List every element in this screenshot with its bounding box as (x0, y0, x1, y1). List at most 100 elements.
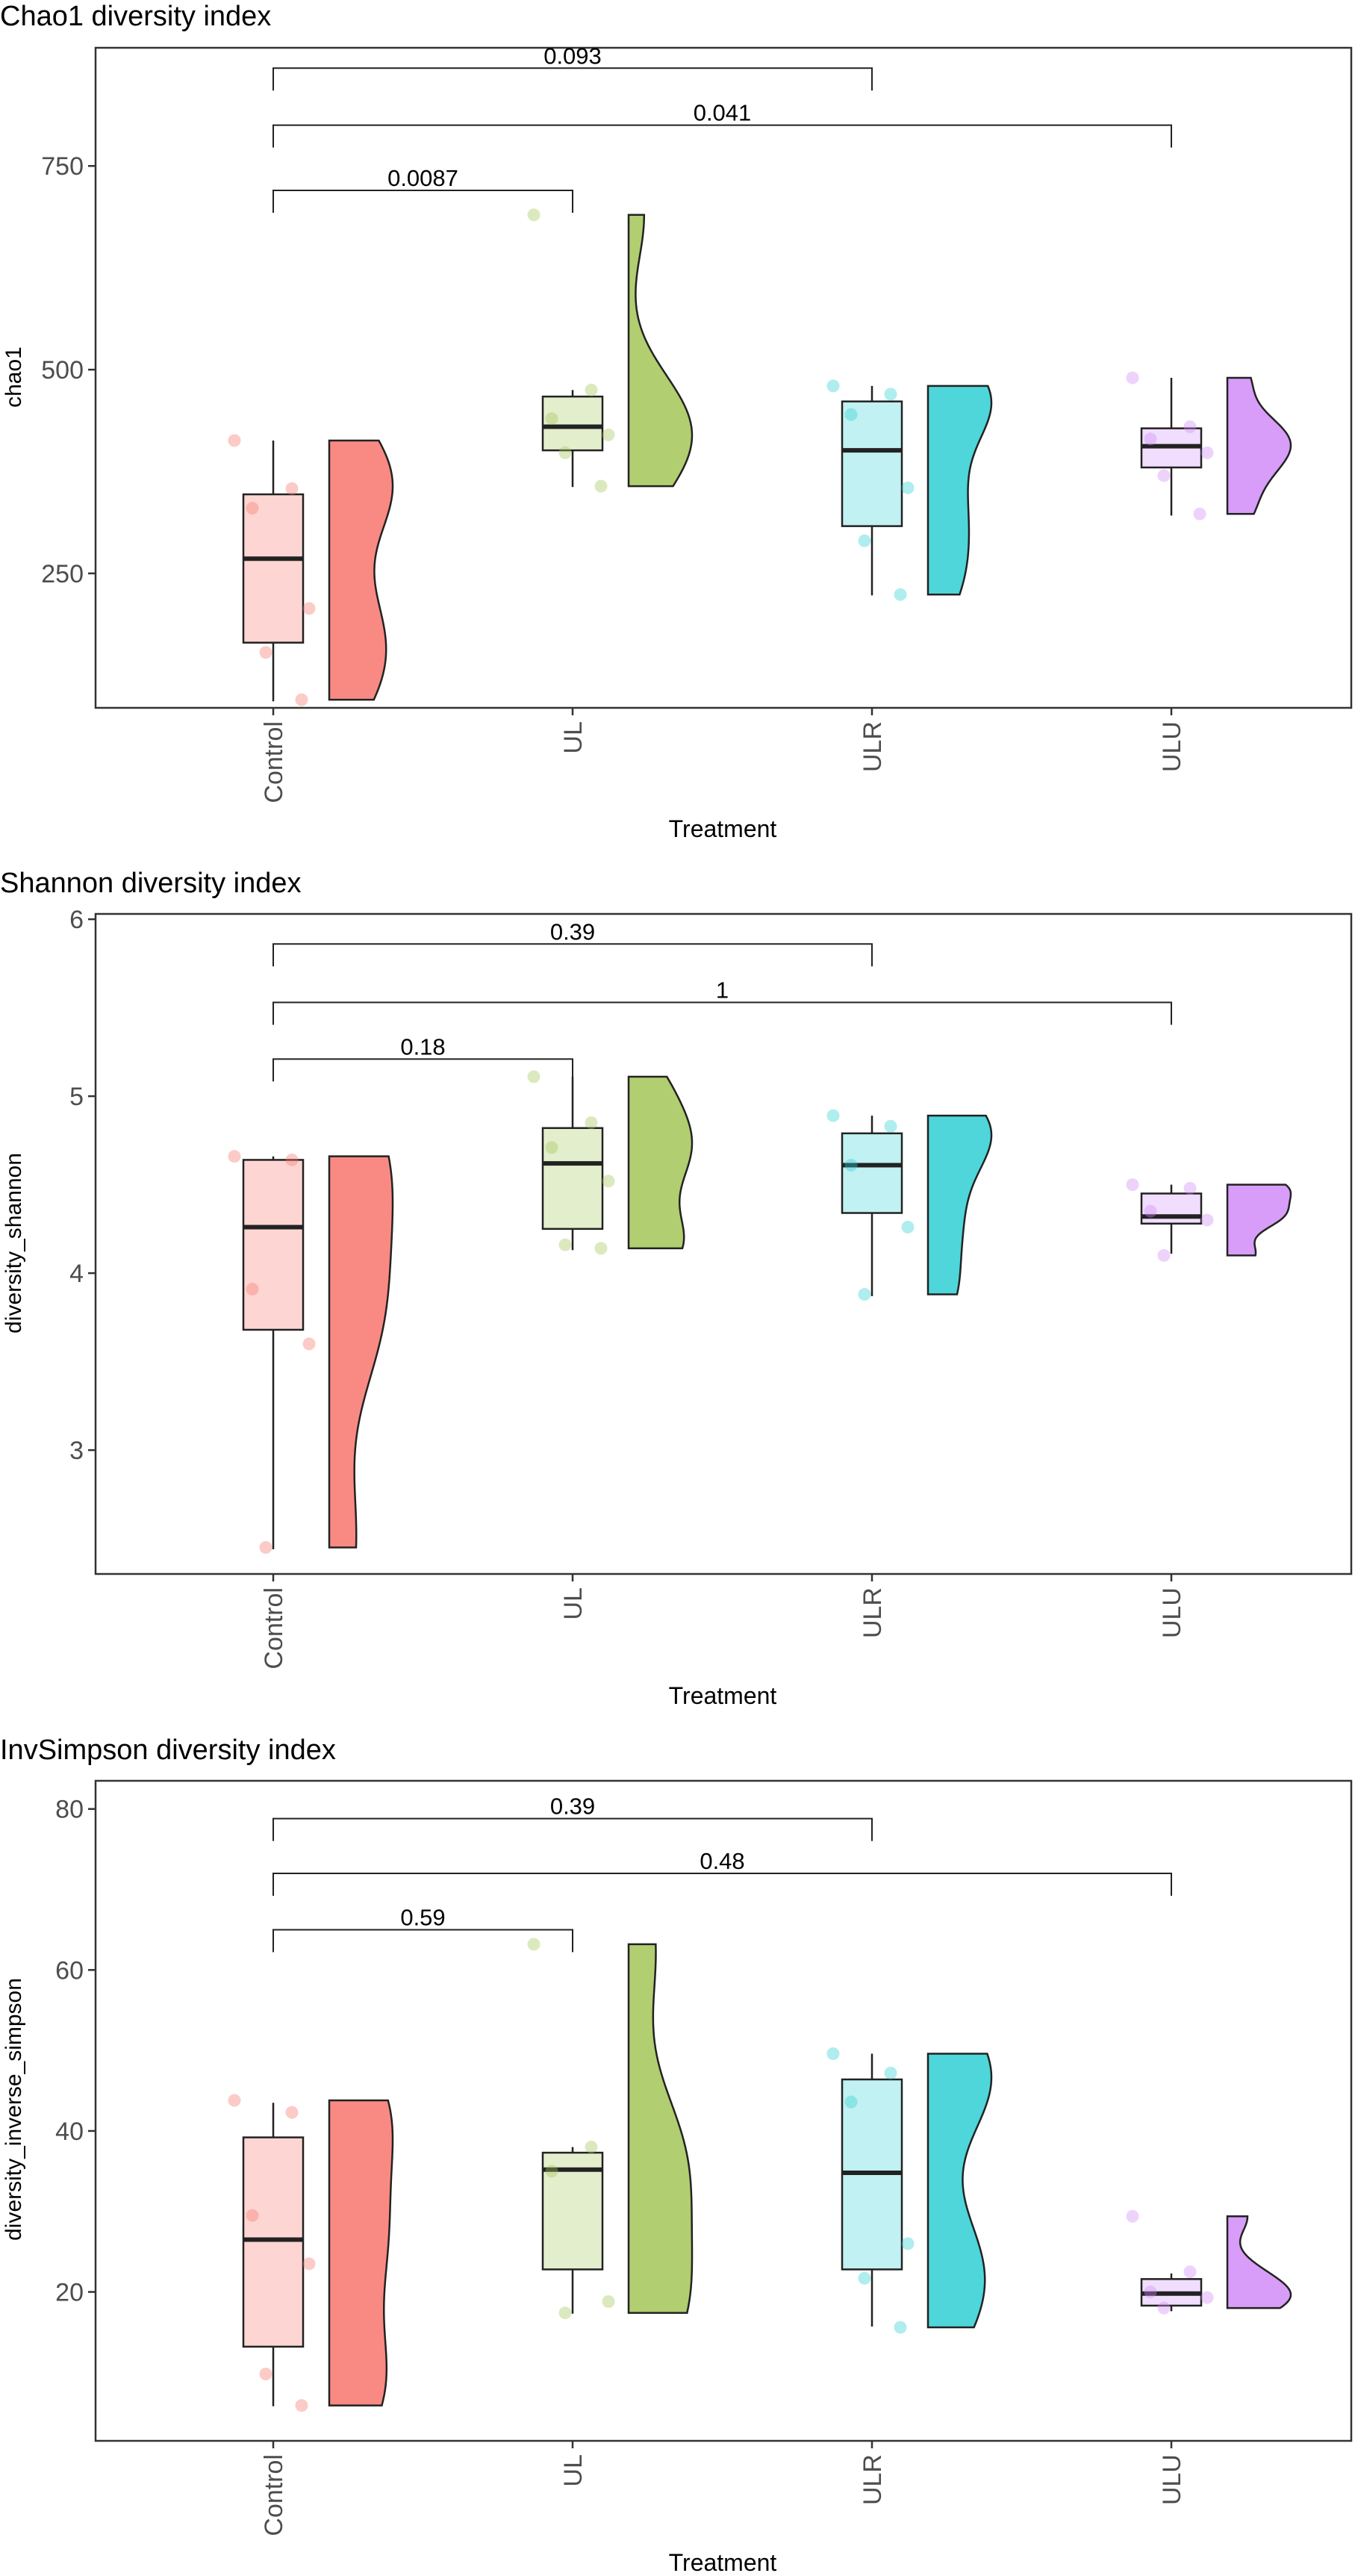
box-ulr (841, 1132, 903, 1214)
data-point (1126, 1178, 1139, 1192)
comparison-bracket (272, 1058, 573, 1082)
data-point (545, 1141, 558, 1154)
box-control (242, 2136, 305, 2348)
data-point (295, 2399, 308, 2412)
data-point (246, 502, 259, 515)
data-point (826, 2047, 840, 2060)
y-axis-label: diversity_inverse_simpson (1, 1978, 26, 2241)
data-point (858, 2271, 871, 2285)
comparison-bracket (272, 124, 1172, 148)
data-point (527, 1070, 541, 1083)
data-point (1157, 2301, 1171, 2315)
data-point (1157, 469, 1171, 482)
x-tick-label: ULR (859, 721, 887, 772)
data-point (302, 602, 316, 615)
data-point (1126, 371, 1139, 385)
chao1-panel: Chao1 diversity index chao1 Treatment 25… (0, 1, 1353, 842)
data-point (826, 379, 840, 393)
box-ul (541, 395, 604, 452)
data-point (884, 2066, 897, 2079)
data-point (285, 1153, 299, 1166)
violin-ul (627, 1943, 694, 2314)
data-point (228, 2094, 241, 2107)
shannon-panel: Shannon diversity index diversity_shanno… (0, 868, 1353, 1709)
data-point (1144, 1204, 1157, 1218)
violin-control (328, 2099, 394, 2407)
comparison-bracket (272, 67, 873, 91)
data-point (527, 208, 541, 222)
data-point (884, 388, 897, 401)
p-value-label: 0.39 (550, 1793, 595, 1820)
box-ul (541, 1127, 604, 1231)
data-point (594, 479, 608, 493)
y-tick-label: 40 (55, 2118, 84, 2146)
data-point (602, 2295, 615, 2308)
box-ulr (841, 400, 903, 527)
y-tick-label: 500 (41, 356, 84, 385)
plot-border (94, 912, 1353, 1575)
p-value-label: 1 (716, 977, 729, 1003)
data-point (1183, 2265, 1197, 2279)
data-point (894, 2321, 907, 2334)
box-control (242, 1159, 305, 1331)
p-value-label: 0.59 (400, 1904, 445, 1930)
y-tick-label: 3 (69, 1437, 84, 1465)
data-point (585, 383, 598, 396)
data-point (285, 2106, 299, 2119)
panel-title: InvSimpson diversity index (0, 1735, 336, 1766)
data-point (858, 1288, 871, 1301)
box-control (242, 493, 305, 644)
data-point (246, 2209, 259, 2222)
violin-ulu (1226, 1183, 1292, 1257)
data-point (1193, 507, 1206, 520)
x-tick-label: ULR (859, 1587, 887, 1638)
data-point (558, 2306, 572, 2320)
y-tick-label: 4 (69, 1260, 84, 1288)
p-value-label: 0.39 (550, 918, 595, 945)
y-tick-label: 60 (55, 1956, 84, 1985)
data-point (585, 2141, 598, 2154)
violin-ulr (926, 1114, 993, 1295)
y-tick-label: 5 (69, 1083, 84, 1111)
data-point (844, 408, 858, 421)
y-axis-label: diversity_shannon (1, 1153, 26, 1334)
x-tick-label: Control (260, 721, 288, 803)
x-tick-label: UL (559, 1587, 588, 1620)
data-point (901, 1220, 915, 1233)
violin-ulu (1226, 376, 1292, 515)
y-axis-label: chao1 (1, 346, 26, 408)
violin-ulu (1226, 2215, 1292, 2309)
violin-control (328, 1155, 394, 1549)
x-tick-label: Control (260, 2454, 288, 2536)
data-point (1200, 2291, 1214, 2304)
x-axis-label: Treatment (669, 1682, 777, 1709)
data-point (594, 1242, 608, 1255)
violin-control (328, 439, 394, 701)
data-point (858, 534, 871, 547)
y-tick-label: 6 (69, 906, 84, 934)
violin-ulr (926, 385, 993, 596)
y-tick-label: 250 (41, 560, 84, 588)
y-tick-label: 750 (41, 152, 84, 181)
panel-title: Chao1 diversity index (0, 1, 271, 32)
data-point (826, 1109, 840, 1122)
x-tick-label: ULU (1158, 721, 1186, 772)
data-point (1157, 1248, 1171, 1262)
data-point (1183, 1181, 1197, 1195)
data-point (1200, 1213, 1214, 1227)
data-point (1200, 446, 1214, 459)
p-value-label: 0.093 (543, 43, 602, 69)
data-point (1144, 432, 1157, 446)
data-point (894, 588, 907, 601)
box-ul (541, 2151, 604, 2271)
violin-ul (627, 1075, 694, 1250)
p-value-label: 0.0087 (387, 165, 458, 191)
x-tick-label: ULR (859, 2454, 887, 2505)
data-point (844, 1159, 858, 1172)
panel-title: Shannon diversity index (0, 868, 301, 899)
data-point (527, 1938, 541, 1951)
x-tick-label: ULU (1158, 2454, 1186, 2505)
comparison-bracket (272, 943, 873, 967)
data-point (302, 1337, 316, 1351)
